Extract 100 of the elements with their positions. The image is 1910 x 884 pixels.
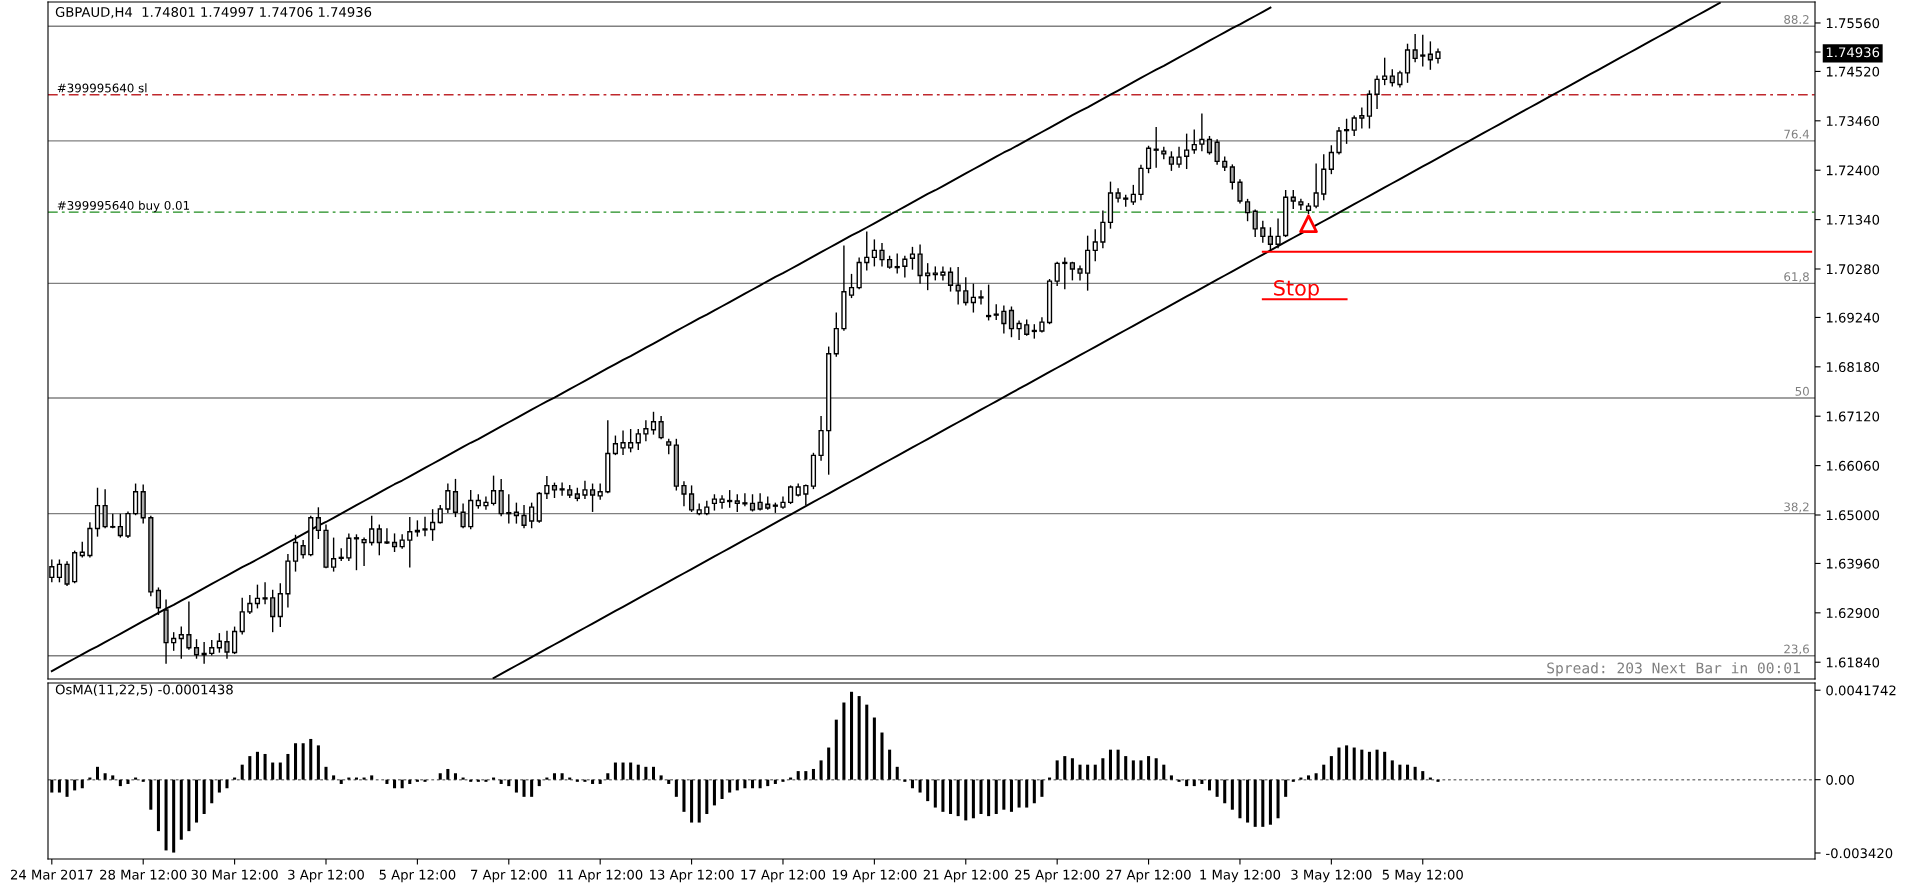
bar — [629, 762, 633, 780]
y-tick-label: 1.71340 — [1826, 214, 1880, 225]
candlestick — [582, 480, 588, 499]
candlestick — [1244, 198, 1251, 222]
x-tick-label: 24 Mar 2017 — [10, 869, 93, 880]
ref-line-label: #399995640 buy 0.01 — [57, 200, 189, 213]
bar — [210, 779, 214, 804]
bar — [514, 779, 518, 793]
x-tick-label: 21 Apr 12:00 — [923, 869, 1008, 883]
bar — [1261, 779, 1265, 827]
candlestick — [635, 429, 641, 450]
bar — [735, 779, 739, 791]
candlestick — [1085, 235, 1091, 291]
bar — [1436, 779, 1440, 782]
candlestick — [331, 537, 337, 572]
candlestick — [643, 420, 649, 442]
bar — [301, 743, 305, 780]
candlestick — [1382, 57, 1388, 86]
candlestick — [544, 476, 550, 499]
bar — [172, 779, 176, 853]
candlestick — [719, 495, 725, 509]
line-series — [50, 6, 1272, 673]
bar — [1002, 779, 1006, 810]
bar — [880, 732, 884, 780]
bar — [80, 779, 84, 789]
bar — [743, 779, 747, 789]
bar — [1131, 760, 1135, 780]
bar — [796, 771, 800, 780]
bar — [1185, 779, 1189, 787]
candlestick — [277, 583, 283, 628]
candlestick — [178, 626, 184, 659]
chart-title: OsMA(11,22,5) -0.0001438 — [55, 684, 233, 696]
bar — [149, 779, 153, 810]
bar — [804, 771, 808, 780]
candlestick — [445, 483, 451, 513]
candlestick — [1351, 115, 1357, 136]
bar — [286, 753, 290, 780]
candlestick — [742, 493, 748, 507]
candlestick — [422, 516, 428, 537]
y-tick-label: 1.72400 — [1826, 165, 1880, 176]
candlestick — [1100, 210, 1106, 249]
bar — [933, 779, 937, 808]
candlestick — [1176, 146, 1182, 168]
bar — [111, 775, 115, 780]
bar — [865, 704, 869, 780]
bar — [1032, 779, 1036, 804]
candlestick — [529, 502, 535, 529]
bar — [949, 779, 953, 814]
x-tick-label: 30 Mar 12:00 — [191, 869, 278, 880]
bar — [1238, 779, 1242, 819]
bar — [918, 779, 922, 793]
candlestick — [1153, 127, 1159, 168]
bar — [294, 743, 298, 780]
y-tick-label: 1.73460 — [1826, 116, 1880, 127]
bar — [819, 760, 823, 780]
bar — [1154, 758, 1158, 780]
candlestick — [460, 503, 466, 529]
bar — [1192, 779, 1196, 787]
bar — [956, 779, 960, 817]
candlestick — [117, 513, 123, 538]
y-tick-label: 1.65000 — [1826, 510, 1880, 521]
annotation: 38,2 — [1784, 502, 1809, 513]
bar — [385, 779, 389, 784]
candlestick — [232, 626, 238, 655]
annotation: 50 — [1795, 386, 1809, 396]
candlestick — [1054, 261, 1060, 286]
bar — [697, 779, 701, 823]
bar — [126, 779, 130, 784]
bar — [530, 779, 534, 797]
bar — [1421, 771, 1425, 780]
bar — [65, 779, 69, 797]
bar — [499, 779, 503, 784]
bar — [621, 762, 625, 780]
bar — [613, 762, 617, 780]
bar — [309, 738, 313, 780]
y-tick-label: 1.67120 — [1826, 411, 1880, 422]
bar — [1215, 779, 1219, 797]
y-tick-label: 1.62900 — [1826, 608, 1880, 619]
bar — [446, 768, 450, 780]
bar — [1139, 760, 1143, 780]
candlestick — [597, 483, 603, 500]
candlestick — [803, 484, 809, 505]
candlestick — [384, 528, 390, 545]
bar — [408, 779, 412, 784]
ref-line-label: #399995640 sl — [57, 83, 147, 93]
candlestick — [452, 478, 459, 518]
candlestick — [407, 517, 413, 568]
candlestick — [970, 283, 976, 313]
bar — [644, 766, 648, 780]
bar — [1413, 766, 1417, 780]
y-tick-label: 1.70280 — [1826, 264, 1880, 275]
bar — [1276, 779, 1280, 819]
bar — [73, 779, 77, 791]
y-tick-label: 1.69240 — [1826, 312, 1880, 323]
candlestick — [1298, 198, 1304, 211]
candlestick — [254, 584, 261, 609]
bar — [57, 779, 61, 793]
bar — [1306, 775, 1311, 780]
y-tick-label: 1.61840 — [1826, 657, 1880, 668]
x-tick-label: 25 Apr 12:00 — [1015, 869, 1100, 883]
